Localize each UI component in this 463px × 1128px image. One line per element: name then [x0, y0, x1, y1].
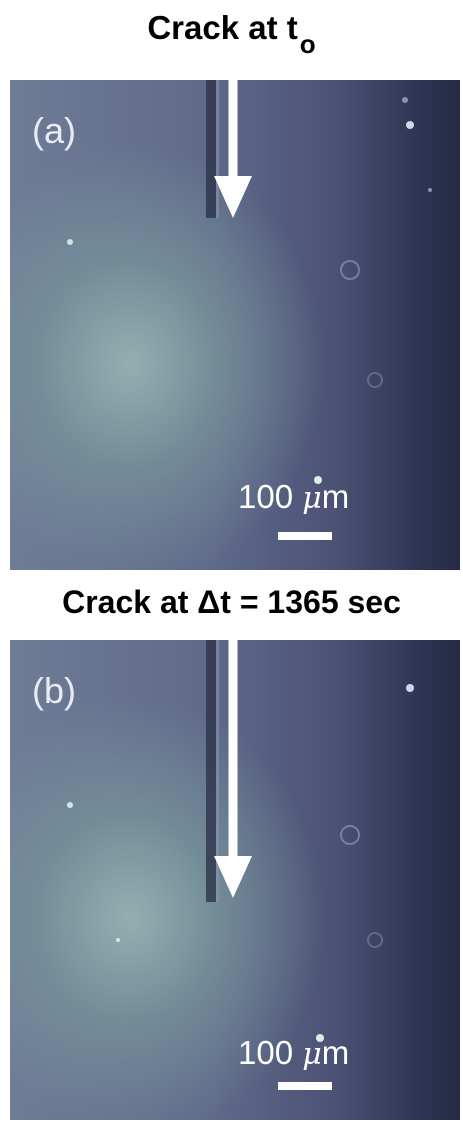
speck — [428, 188, 432, 192]
crack-line — [206, 80, 216, 218]
title-text: Crack at t — [147, 9, 298, 46]
title-crack-at-dt: Crack at Δt = 1365 sec — [62, 584, 401, 620]
micrograph-b-overlay — [67, 640, 414, 1042]
speck — [316, 1034, 324, 1042]
crack-edge — [216, 640, 219, 902]
scale-value: 100 — [238, 1034, 303, 1071]
scale-bar-a — [278, 532, 332, 540]
panel-label-a: (a) — [32, 110, 76, 151]
crack-line — [206, 640, 216, 902]
scale-unit-rest: m — [321, 1034, 350, 1071]
scale-bar-b — [278, 1082, 332, 1090]
speck — [67, 802, 73, 808]
micrograph-panel-b: (b) 100 μm — [10, 640, 460, 1120]
panel-label-b: (b) — [32, 670, 76, 711]
speck — [406, 121, 414, 129]
micrograph-a-overlay — [67, 80, 432, 484]
micrograph-panel-a: (a) 100 μm — [10, 80, 460, 570]
title-subscript: o — [299, 29, 316, 59]
scale-value: 100 — [238, 478, 303, 515]
bubble — [367, 932, 383, 948]
speck — [402, 97, 408, 103]
arrow-head — [214, 856, 252, 898]
bubble — [340, 825, 360, 845]
bubble — [340, 260, 360, 280]
speck — [116, 938, 120, 942]
title-crack-at-t0: Crack at to — [0, 8, 463, 59]
speck — [406, 684, 414, 692]
speck — [314, 476, 322, 484]
scale-unit-mu: μ — [302, 1037, 322, 1072]
bubble — [367, 372, 383, 388]
speck — [67, 239, 73, 245]
scale-bar-label-b: 100 μm — [238, 1034, 349, 1072]
arrow-head — [214, 176, 252, 218]
scale-bar-label-a: 100 μm — [238, 478, 349, 516]
scale-unit-rest: m — [321, 478, 350, 515]
scale-unit-mu: μ — [302, 481, 322, 516]
crack-edge — [216, 80, 219, 218]
